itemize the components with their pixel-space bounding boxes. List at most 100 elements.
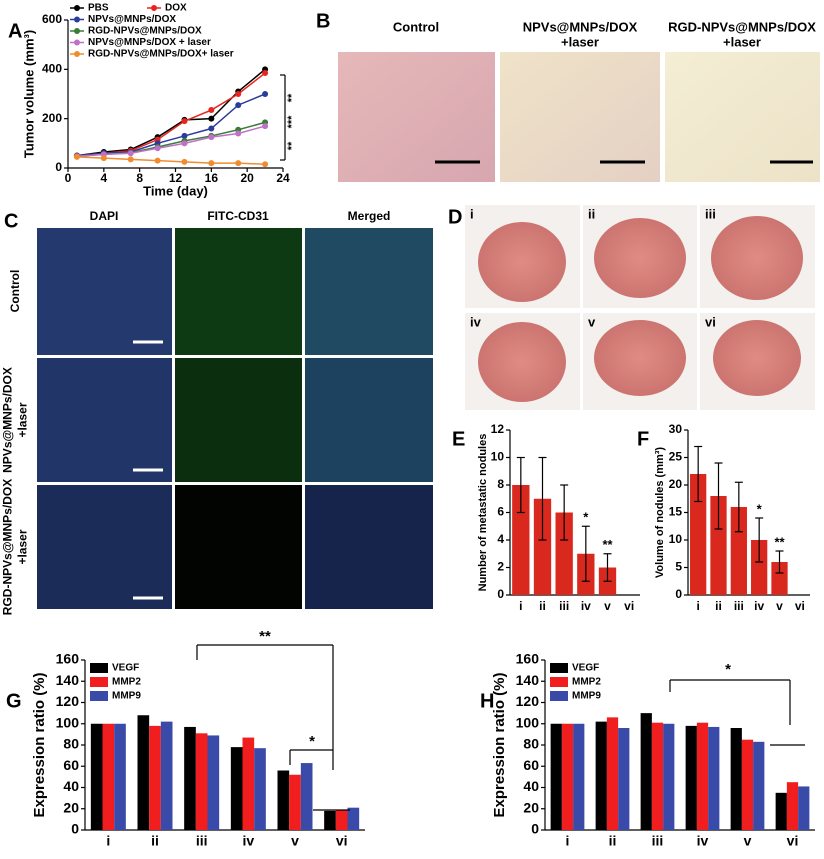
image bbox=[175, 358, 302, 482]
bar bbox=[730, 507, 747, 595]
y-tick-label: 0 bbox=[55, 160, 62, 174]
row-label: Control bbox=[8, 270, 22, 313]
bar bbox=[708, 726, 720, 830]
bar bbox=[160, 721, 173, 830]
bar bbox=[114, 723, 126, 830]
bar bbox=[730, 728, 742, 830]
legend-swatch bbox=[550, 677, 568, 687]
significance: ** bbox=[602, 537, 613, 552]
y-axis-label: Number of metastatic nodules bbox=[477, 434, 489, 592]
bar bbox=[685, 725, 697, 830]
bar bbox=[207, 735, 220, 830]
legend-label: RGD-NPVs@MNPs/DOX bbox=[88, 26, 202, 37]
y-tick-label: 120 bbox=[516, 693, 540, 709]
legend-label: VEGF bbox=[112, 663, 139, 674]
series-line bbox=[76, 156, 266, 166]
bar bbox=[775, 792, 787, 830]
y-tick-label: 40 bbox=[523, 778, 539, 794]
y-tick-label: 100 bbox=[56, 714, 80, 730]
bar bbox=[751, 540, 768, 595]
significance: ** bbox=[286, 93, 298, 102]
y-tick-label: 30 bbox=[669, 422, 683, 436]
image bbox=[305, 485, 433, 609]
y-tick-label: 200 bbox=[42, 111, 62, 125]
legend-swatch bbox=[74, 28, 80, 34]
column-label: FITC-CD31 bbox=[207, 209, 269, 223]
column-label: DAPI bbox=[90, 209, 119, 223]
point bbox=[208, 115, 215, 122]
series-line bbox=[76, 68, 266, 157]
column-label: Merged bbox=[348, 209, 391, 223]
y-tick-label: 40 bbox=[63, 778, 79, 794]
panel-letter: D bbox=[448, 206, 462, 228]
x-tick-label: ii bbox=[609, 833, 617, 849]
x-tick-label: 8 bbox=[136, 171, 143, 185]
bar bbox=[230, 747, 243, 830]
bar bbox=[347, 807, 360, 830]
significance: ** bbox=[259, 628, 271, 645]
x-tick-label: 24 bbox=[276, 171, 290, 185]
x-tick-label: 4 bbox=[100, 171, 107, 185]
y-tick-label: 80 bbox=[63, 736, 79, 752]
legend-swatch bbox=[550, 663, 568, 673]
y-tick-label: 400 bbox=[42, 62, 62, 76]
bar bbox=[324, 810, 336, 830]
x-tick-label: vi bbox=[795, 599, 805, 613]
x-tick-label: i bbox=[106, 833, 110, 849]
x-tick-label: iii bbox=[734, 599, 744, 613]
bar bbox=[277, 770, 290, 830]
x-tick-label: ii bbox=[151, 833, 159, 849]
bar bbox=[561, 723, 574, 830]
bar bbox=[651, 722, 664, 830]
panel-letter: B bbox=[316, 10, 330, 32]
point bbox=[181, 132, 188, 139]
point bbox=[127, 150, 134, 157]
point bbox=[181, 158, 188, 165]
legend-label: MMP2 bbox=[112, 677, 141, 688]
point bbox=[208, 160, 215, 167]
image bbox=[665, 52, 820, 182]
x-tick-label: i bbox=[566, 833, 570, 849]
image-label: v bbox=[588, 314, 596, 329]
bar bbox=[798, 786, 810, 830]
legend-label: DOX bbox=[165, 3, 187, 14]
x-tick-label: 12 bbox=[169, 171, 183, 185]
legend-label: PBS bbox=[88, 3, 109, 14]
y-tick-label: 10 bbox=[491, 450, 505, 464]
bar bbox=[242, 737, 255, 830]
y-tick-label: 0 bbox=[675, 587, 682, 601]
legend-label: MMP9 bbox=[112, 691, 141, 702]
image bbox=[37, 485, 172, 609]
image bbox=[175, 228, 302, 355]
panel-letter: A bbox=[8, 20, 22, 42]
point bbox=[208, 107, 215, 114]
y-tick-label: 15 bbox=[669, 505, 683, 519]
bar bbox=[184, 726, 196, 830]
point bbox=[262, 161, 269, 168]
y-tick-label: 0 bbox=[71, 821, 79, 837]
legend-swatch bbox=[151, 5, 157, 11]
point bbox=[127, 156, 134, 163]
image-label: iv bbox=[470, 314, 482, 329]
y-tick-label: 4 bbox=[497, 532, 504, 546]
lung bbox=[478, 222, 566, 302]
y-tick-label: 140 bbox=[516, 672, 540, 688]
image-label: +laser bbox=[561, 34, 599, 49]
bar bbox=[696, 722, 709, 830]
legend-label: RGD-NPVs@MNPs/DOX+ laser bbox=[88, 49, 234, 60]
legend-label: NPVs@MNPs/DOX bbox=[88, 14, 176, 25]
image bbox=[37, 358, 172, 482]
y-tick-label: 5 bbox=[675, 560, 682, 574]
point bbox=[73, 153, 80, 160]
bar bbox=[753, 741, 765, 830]
point bbox=[262, 91, 269, 97]
image-label: i bbox=[470, 206, 474, 221]
y-tick-label: 160 bbox=[516, 651, 540, 667]
image bbox=[305, 228, 433, 355]
y-tick-label: 20 bbox=[669, 477, 683, 491]
row-label: +laser bbox=[16, 402, 30, 437]
row-label: RGD-NPVs@MNPs/DOX bbox=[1, 479, 15, 615]
bar bbox=[710, 496, 727, 595]
series-line bbox=[76, 125, 266, 158]
